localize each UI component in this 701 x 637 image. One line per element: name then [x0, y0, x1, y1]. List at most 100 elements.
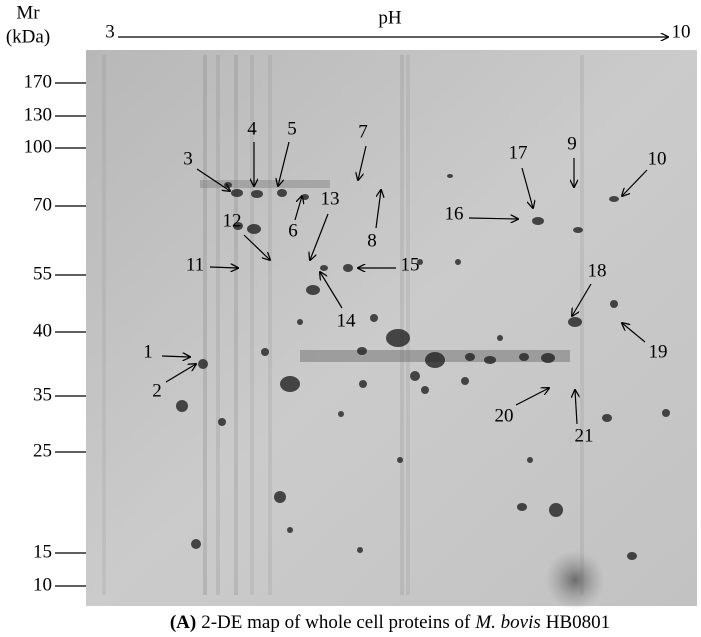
spot-arrow	[310, 213, 329, 260]
gel-spot	[541, 353, 555, 363]
spot-arrow	[622, 169, 648, 196]
gel-spot	[359, 380, 367, 388]
gel-spot	[497, 335, 503, 341]
spot-label: 17	[509, 142, 528, 163]
mr-tick-label: 25	[33, 440, 52, 461]
gel-spot	[421, 386, 429, 394]
gel-spot	[662, 409, 670, 417]
gel-spot	[609, 196, 619, 202]
gel-spot	[176, 400, 188, 412]
gel-image	[86, 50, 697, 606]
spot-arrow	[375, 190, 381, 229]
caption-label: (A)	[170, 612, 196, 633]
mr-tick-label: 15	[33, 541, 52, 562]
gel-streak	[250, 55, 254, 595]
gel-streak	[580, 55, 584, 595]
spot-arrow	[209, 267, 238, 268]
spot-label: 3	[183, 148, 193, 169]
gel-streak	[406, 55, 410, 595]
gel-spot	[465, 353, 475, 361]
gel-spot	[320, 265, 328, 271]
spot-label: 14	[337, 310, 357, 331]
spot-label: 20	[495, 405, 514, 426]
spot-arrow	[320, 272, 343, 309]
mr-tick-label: 10	[33, 574, 52, 595]
gel-spot	[568, 317, 582, 327]
gel-spot	[343, 264, 353, 272]
spot-label: 15	[401, 254, 420, 275]
spot-arrow	[622, 323, 646, 343]
spot-label: 1	[143, 341, 153, 362]
gel-spot	[484, 356, 496, 364]
spot-label: 5	[287, 118, 297, 139]
spot-arrow	[165, 364, 196, 383]
ph-min: 3	[105, 21, 115, 42]
gel-spot	[527, 457, 533, 463]
mr-tick-label: 100	[24, 136, 53, 157]
gel-streak	[268, 55, 272, 595]
spot-label: 19	[649, 341, 668, 362]
spot-arrow	[521, 167, 533, 208]
gel-spot	[461, 377, 469, 385]
mr-title: Mr	[16, 2, 40, 23]
gel-spot	[549, 503, 563, 517]
gel-spot	[386, 329, 410, 347]
mr-tick-label: 40	[33, 320, 52, 341]
gel-spot	[287, 527, 293, 533]
spot-arrow	[196, 168, 230, 191]
mr-tick-label: 55	[33, 263, 52, 284]
spot-arrow	[294, 196, 302, 221]
mr-tick-label: 170	[24, 71, 53, 92]
gel-spot	[357, 347, 367, 355]
ph-max: 10	[672, 21, 691, 42]
gel-spot	[417, 259, 423, 265]
gel-streak	[102, 55, 106, 595]
gel-spot	[251, 190, 263, 198]
gel-spot	[198, 359, 208, 369]
gel-spot	[410, 371, 420, 381]
gel-spot	[218, 418, 226, 426]
gel-spot	[274, 491, 286, 503]
gel-spot	[602, 414, 612, 422]
gel-band	[200, 180, 330, 188]
spot-arrow	[278, 141, 290, 186]
spot-arrow	[515, 388, 549, 406]
gel-spot	[519, 353, 529, 361]
caption-strain: HB0801	[546, 612, 610, 633]
gel-spot	[338, 411, 344, 417]
caption-species: M. bovis	[474, 612, 540, 633]
spot-label: 18	[588, 260, 607, 281]
gel-spot	[231, 189, 243, 197]
gel-spot	[277, 189, 287, 197]
gel-streak	[234, 55, 238, 595]
spot-label: 6	[288, 220, 298, 241]
gel-spot	[517, 503, 527, 511]
caption-text: 2-DE map of whole cell proteins of	[201, 612, 471, 633]
spot-label: 9	[567, 133, 577, 154]
gel-spot	[397, 457, 403, 463]
gel-streak	[216, 55, 220, 595]
spot-label: 2	[152, 380, 162, 401]
gel-spot	[280, 376, 300, 392]
gel-spot	[247, 224, 261, 234]
gel-spot	[233, 222, 243, 230]
spot-label: 11	[186, 254, 204, 275]
gel-streak	[400, 55, 404, 595]
gel-spot	[425, 352, 445, 368]
mr-tick-label: 130	[24, 104, 53, 125]
spot-label: 16	[445, 203, 464, 224]
gel-spot	[627, 552, 637, 560]
gel-spot	[532, 217, 544, 225]
gel-spot	[297, 319, 303, 325]
caption: (A) 2-DE map of whole cell proteins of M. …	[170, 612, 610, 633]
gel-spot	[610, 300, 618, 308]
mr-tick-label: 70	[33, 194, 52, 215]
spot-label: 12	[223, 210, 242, 231]
mr-tick-label: 35	[33, 384, 52, 405]
spot-arrow	[468, 218, 518, 219]
spot-arrow	[572, 283, 592, 316]
spot-arrow	[161, 356, 190, 357]
gel-spots	[102, 55, 670, 595]
